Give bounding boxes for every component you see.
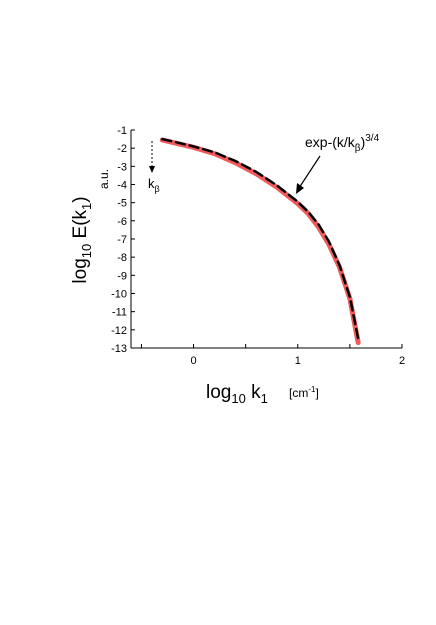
y-tick-label: -12 bbox=[111, 325, 127, 337]
y-tick-label: -10 bbox=[111, 289, 127, 301]
x-tick-label: 2 bbox=[399, 355, 405, 367]
x-tick-label: 0 bbox=[190, 355, 196, 367]
x-axis-title: log10 k1 bbox=[206, 382, 268, 406]
y-tick-label: -8 bbox=[117, 252, 127, 264]
series-line-dashed bbox=[161, 137, 360, 341]
y-tick-label: -13 bbox=[111, 343, 127, 355]
y-tick-label: -9 bbox=[117, 270, 127, 282]
formula-annotation: exp-(k/kβ)3/4 bbox=[305, 133, 380, 154]
y-tick-label: -11 bbox=[112, 307, 127, 319]
y-tick-label: -7 bbox=[117, 234, 127, 246]
x-axis-unit: [cm-1] bbox=[289, 385, 319, 400]
y-tick-label: -6 bbox=[117, 216, 127, 228]
y-tick-label: -4 bbox=[117, 180, 127, 192]
y-axis-unit: a.u. bbox=[97, 169, 111, 189]
y-tick-label: -1 bbox=[117, 125, 127, 137]
kbeta-arrow bbox=[149, 141, 155, 173]
formula-arrow bbox=[296, 155, 321, 194]
y-tick-label: -3 bbox=[117, 161, 127, 173]
kbeta-annotation: kβ bbox=[148, 176, 160, 194]
x-tick-label: 1 bbox=[295, 355, 301, 367]
y-tick-label: -5 bbox=[117, 198, 127, 210]
y-axis-title: log10 E(k1) bbox=[70, 196, 94, 283]
y-tick-label: -2 bbox=[117, 143, 127, 155]
